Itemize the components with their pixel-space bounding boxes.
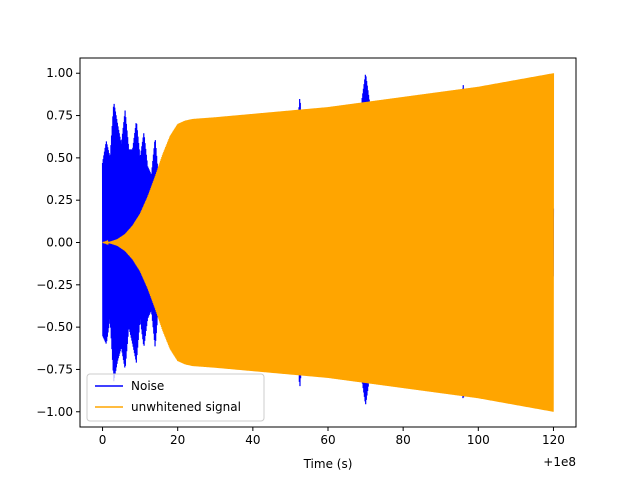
y-tick-label: −0.25 bbox=[36, 278, 73, 292]
y-tick-label: −0.50 bbox=[36, 320, 73, 334]
series-line-1 bbox=[102, 73, 555, 412]
legend-label-unwhitened-signal: unwhitened signal bbox=[131, 400, 241, 414]
y-tick-label: −1.00 bbox=[36, 405, 73, 419]
x-tick-label: 0 bbox=[99, 433, 107, 447]
y-tick-label: 0.50 bbox=[46, 151, 73, 165]
x-axis-label: Time (s) bbox=[303, 457, 353, 471]
legend: Noise unwhitened signal bbox=[86, 373, 265, 422]
x-tick-label: 20 bbox=[170, 433, 185, 447]
x-tick-label: 80 bbox=[396, 433, 411, 447]
y-tick-label: 0.75 bbox=[46, 109, 73, 123]
y-tick-label: −0.75 bbox=[36, 362, 73, 376]
x-tick-label: 60 bbox=[320, 433, 335, 447]
series-layer bbox=[101, 73, 555, 412]
x-axis-offset-label: +1e8 bbox=[543, 455, 576, 469]
y-tick-label: 1.00 bbox=[46, 66, 73, 80]
y-axis: −1.00 −0.75 −0.50 −0.25 0.00 0.25 0.50 0.75 1.00 bbox=[36, 66, 80, 419]
x-tick-label: 40 bbox=[245, 433, 260, 447]
legend-label-noise: Noise bbox=[131, 379, 164, 393]
y-tick-label: 0.25 bbox=[46, 193, 73, 207]
y-tick-label: 0.00 bbox=[46, 236, 73, 250]
x-tick-label: 120 bbox=[542, 433, 565, 447]
x-axis: 0 20 40 60 80 100 120 bbox=[99, 427, 565, 447]
x-tick-label: 100 bbox=[467, 433, 490, 447]
legend-box bbox=[86, 373, 265, 422]
